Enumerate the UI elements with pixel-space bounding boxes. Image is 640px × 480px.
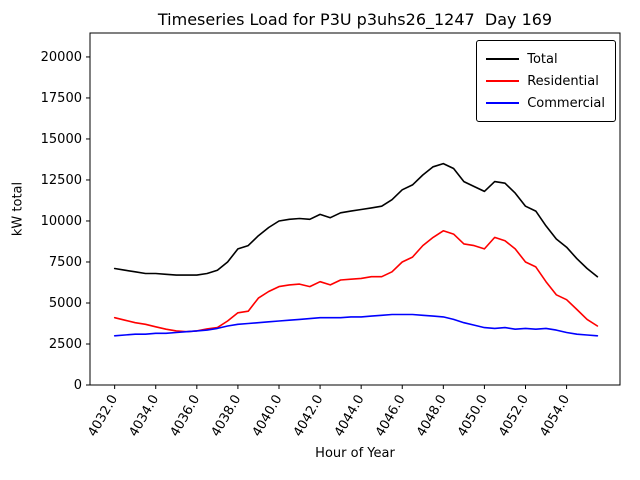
- chart-title: Timeseries Load for P3U p3uhs26_1247 Day…: [157, 10, 553, 29]
- x-tick-label: 4038.0: [209, 393, 245, 440]
- x-tick-label: 4044.0: [332, 393, 368, 440]
- legend-item-commercial: Commercial: [486, 92, 605, 114]
- legend-label-commercial: Commercial: [527, 95, 605, 111]
- x-tick-label: 4050.0: [455, 392, 491, 439]
- legend-item-total: Total: [486, 48, 605, 70]
- y-tick-label: 20000: [41, 50, 82, 65]
- x-tick-label: 4036.0: [168, 393, 204, 440]
- x-tick-label: 4048.0: [414, 393, 450, 440]
- legend-item-residential: Residential: [486, 70, 605, 92]
- x-tick-label: 4054.0: [537, 393, 573, 440]
- y-tick-label: 2500: [49, 337, 82, 352]
- legend-line-total: [486, 58, 520, 60]
- x-axis-label: Hour of Year: [315, 446, 395, 461]
- y-tick-label: 5000: [49, 296, 82, 311]
- legend-label-residential: Residential: [527, 73, 599, 89]
- legend: Total Residential Commercial: [476, 40, 616, 122]
- legend-label-total: Total: [527, 51, 558, 67]
- legend-line-residential: [486, 80, 520, 82]
- y-tick-label: 0: [74, 378, 82, 393]
- y-tick-label: 12500: [41, 173, 82, 188]
- y-tick-label: 7500: [49, 255, 82, 270]
- axes-frame: [89, 32, 621, 386]
- x-tick-label: 4052.0: [496, 393, 532, 440]
- x-tick-label: 4046.0: [373, 393, 409, 440]
- y-tick-label: 10000: [41, 214, 82, 229]
- x-tick-label: 4034.0: [126, 393, 162, 440]
- x-tick-label: 4040.0: [250, 393, 286, 440]
- y-tick-label: 17500: [41, 91, 82, 106]
- y-axis-label: kW total: [10, 181, 26, 237]
- series-line-total: [113, 162, 599, 278]
- x-tick-label: 4032.0: [85, 393, 121, 440]
- x-tick-label: 4042.0: [291, 393, 327, 440]
- series-line-commercial: [113, 313, 599, 337]
- legend-line-commercial: [486, 102, 520, 104]
- y-tick-label: 15000: [41, 132, 82, 147]
